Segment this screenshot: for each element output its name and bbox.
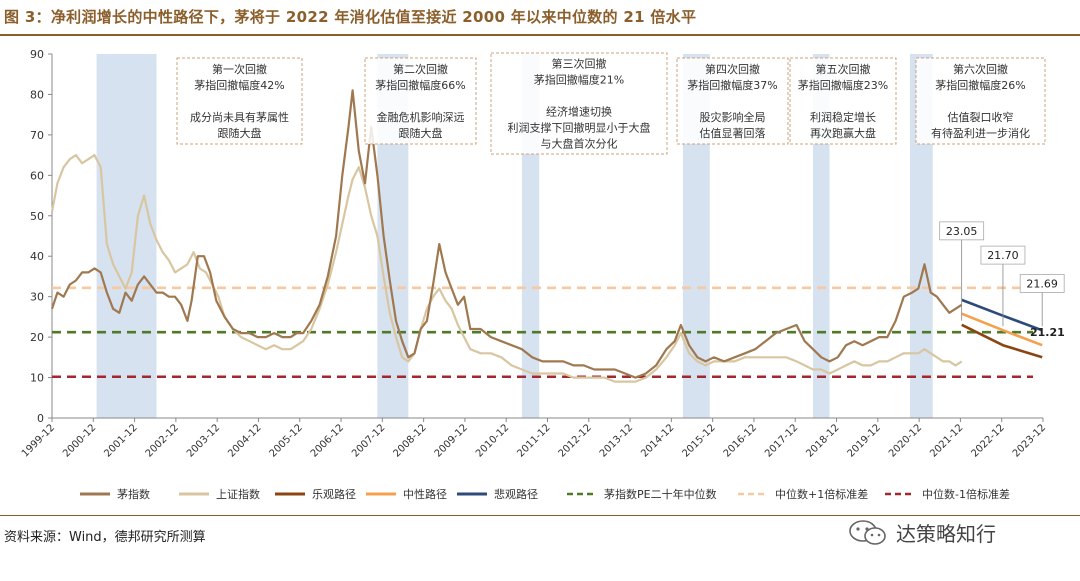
annotation-text: 茅指回撤幅度26% [935,78,1025,92]
annotation-text: 成分尚未具有茅属性 [190,110,289,124]
legend-label-2: 上证指数 [216,487,260,501]
drawdown-period-6 [910,54,933,418]
annotation-text: 再次跑赢大盘 [810,126,876,140]
annotation-text: 茅指回撤幅度23% [798,78,888,92]
x-tick-label: 2001-12 [102,422,139,459]
x-tick-label: 2005-12 [268,422,305,459]
y-tick-label: 40 [30,250,44,263]
legend-label-4: 中性路径 [403,487,447,501]
y-tick-label: 50 [30,210,44,223]
x-tick-label: 2016-12 [722,422,759,459]
annotation-text: 有待盈利进一步消化 [931,126,1030,140]
figure-title: 图 3：净利润增长的中性路径下，茅将于 2022 年消化估值至接近 2000 年… [4,8,697,26]
legend-label-3: 乐观路径 [312,488,356,501]
annotation-text: 第一次回撤 [212,62,267,76]
annotation-text: 与大盘首次分化 [541,137,618,151]
annotation-box-2 [364,57,477,145]
annotation-text: 估值显著回落 [700,126,766,140]
annotation-box-5 [789,57,897,145]
callout-box-2 [980,245,1026,265]
x-tick-label: 2019-12 [846,422,883,459]
annotation-box-3 [490,52,668,155]
annotation-text: 经济增速切换 [546,105,612,119]
annotation-box-4 [676,57,789,145]
y-tick-label: 80 [30,88,44,101]
x-tick-label: 2010-12 [474,422,511,459]
annotation-text: 茅指回撤幅度21% [534,73,624,87]
x-tick-label: 2018-12 [804,422,841,459]
y-tick-label: 70 [30,129,44,142]
brand-watermark: 达策略知行 [848,518,996,547]
x-tick-label: 2007-12 [350,422,387,459]
y-tick-label: 30 [30,291,44,304]
annotation-text: 股灾影响全局 [700,110,766,124]
annotation-text: 第六次回撤 [953,62,1008,76]
series-neutral-path [961,312,1043,347]
annotation-text: 第五次回撤 [816,62,871,76]
annotation-box-6 [915,57,1046,145]
callout-box-1 [939,221,985,241]
wechat-icon [849,519,886,545]
x-tick-label: 2000-12 [61,422,98,459]
annotation-text: 茅指回撤幅度66% [375,78,465,92]
chart: 0 10 20 30 40 50 60 70 80 90 1999-12 2000-12 2001-12… [20,48,1065,501]
series-moutai-index [50,89,963,379]
x-tick-label: 2008-12 [391,422,428,459]
legend-label-5: 悲观路径 [494,487,538,501]
x-tick-label: 2009-12 [433,422,470,459]
series-shanghai-index [50,154,963,383]
x-tick-label: 1999-12 [20,422,57,459]
x-tick-label: 2004-12 [226,422,263,459]
title-divider [0,34,1080,36]
x-tick-label: 2015-12 [680,422,717,459]
y-tick-label: 20 [30,331,44,344]
annotation-text: 跟随大盘 [399,126,443,140]
annotation-text: 第二次回撤 [393,62,448,76]
annotation-text: 金融危机影响深远 [377,110,465,124]
legend-label-1: 茅指数 [117,487,150,501]
annotation-text: 利润稳定增长 [810,110,876,124]
callout-box-3 [1019,274,1065,293]
annotation-text: 利润支撑下回撤明显小于大盘 [508,121,651,135]
callout-label-2: 21.70 [987,249,1019,262]
median-value-label: 21.21 [1030,326,1065,339]
x-tick-label: 2012-12 [557,422,594,459]
annotation-text: 跟随大盘 [218,126,262,140]
x-tick-label: 2020-12 [887,422,924,459]
x-tick-label: 2017-12 [763,422,800,459]
x-tick-label: 2002-12 [144,422,181,459]
legend-label-8: 中位数-1倍标准差 [922,487,1010,501]
annotation-text: 茅指回撤幅度37% [687,78,777,92]
annotation-text: 茅指回撤幅度42% [194,78,284,92]
x-tick-label: 2003-12 [185,422,222,459]
annotation-box-1 [176,57,303,145]
x-tick-label: 2006-12 [309,422,346,459]
callout-label-1: 23.05 [946,225,978,238]
callout-label-3: 21.69 [1026,277,1058,290]
x-tick-label: 2023-12 [1011,422,1048,459]
drawdown-period-5 [813,54,830,418]
source-note: 资料来源：Wind，德邦研究所测算 [4,530,206,545]
annotation-text: 第四次回撤 [705,62,760,76]
footer-divider [0,515,1080,516]
x-tick-label: 2014-12 [639,422,676,459]
x-tick-label: 2022-12 [969,422,1006,459]
y-tick-label: 10 [30,372,44,385]
annotation-text: 估值裂口收窄 [948,110,1014,124]
legend-label-7: 中位数+1倍标准差 [775,487,868,501]
x-tick-label: 2013-12 [598,422,635,459]
y-tick-label: 0 [37,412,44,425]
annotation-text: 第三次回撤 [552,57,607,71]
x-tick-label: 2021-12 [928,422,965,459]
y-tick-label: 60 [30,169,44,182]
legend-label-6: 茅指数PE二十年中位数 [604,487,717,501]
x-tick-label: 2011-12 [515,422,552,459]
series-optimistic-path [961,323,1043,359]
brand-text: 达策略知行 [896,522,996,546]
y-tick-label: 90 [30,48,44,61]
